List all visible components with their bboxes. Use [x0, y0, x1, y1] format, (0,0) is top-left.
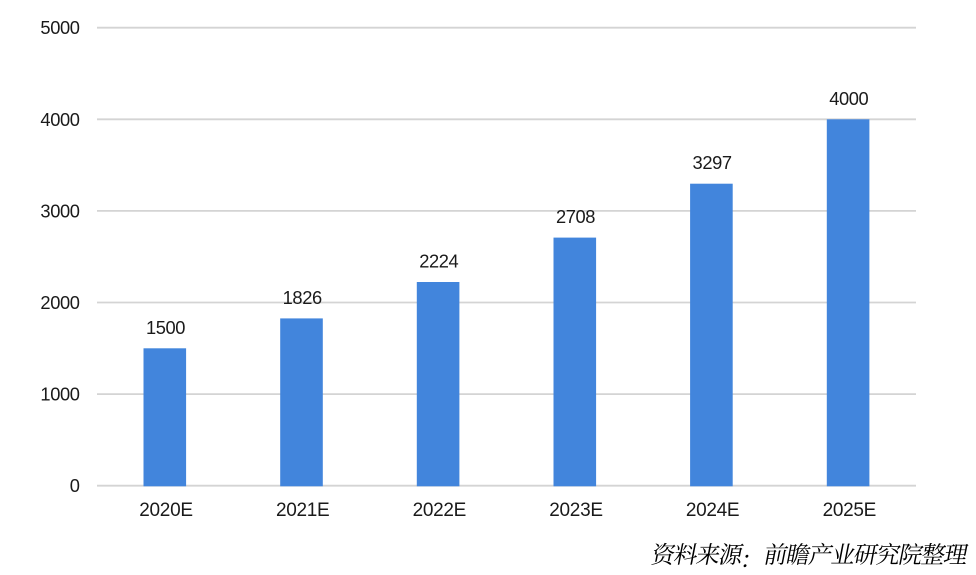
svg-text:1826: 1826: [283, 287, 322, 308]
svg-text:3000: 3000: [40, 200, 79, 221]
svg-text:1500: 1500: [146, 317, 185, 338]
svg-text:4000: 4000: [40, 109, 79, 130]
svg-text:4000: 4000: [829, 88, 868, 109]
svg-text:2023E: 2023E: [549, 500, 602, 521]
svg-text:3297: 3297: [693, 152, 732, 173]
svg-text:2708: 2708: [556, 206, 595, 227]
svg-text:2024E: 2024E: [686, 500, 739, 521]
svg-text:0: 0: [70, 475, 80, 496]
svg-text:1000: 1000: [40, 384, 79, 405]
svg-text:2021E: 2021E: [276, 500, 329, 521]
svg-text:2000: 2000: [40, 292, 79, 313]
svg-text:2022E: 2022E: [413, 500, 466, 521]
svg-text:2020E: 2020E: [139, 500, 192, 521]
svg-text:2224: 2224: [419, 251, 458, 272]
svg-text:2025E: 2025E: [823, 500, 876, 521]
svg-text:5000: 5000: [40, 17, 79, 38]
